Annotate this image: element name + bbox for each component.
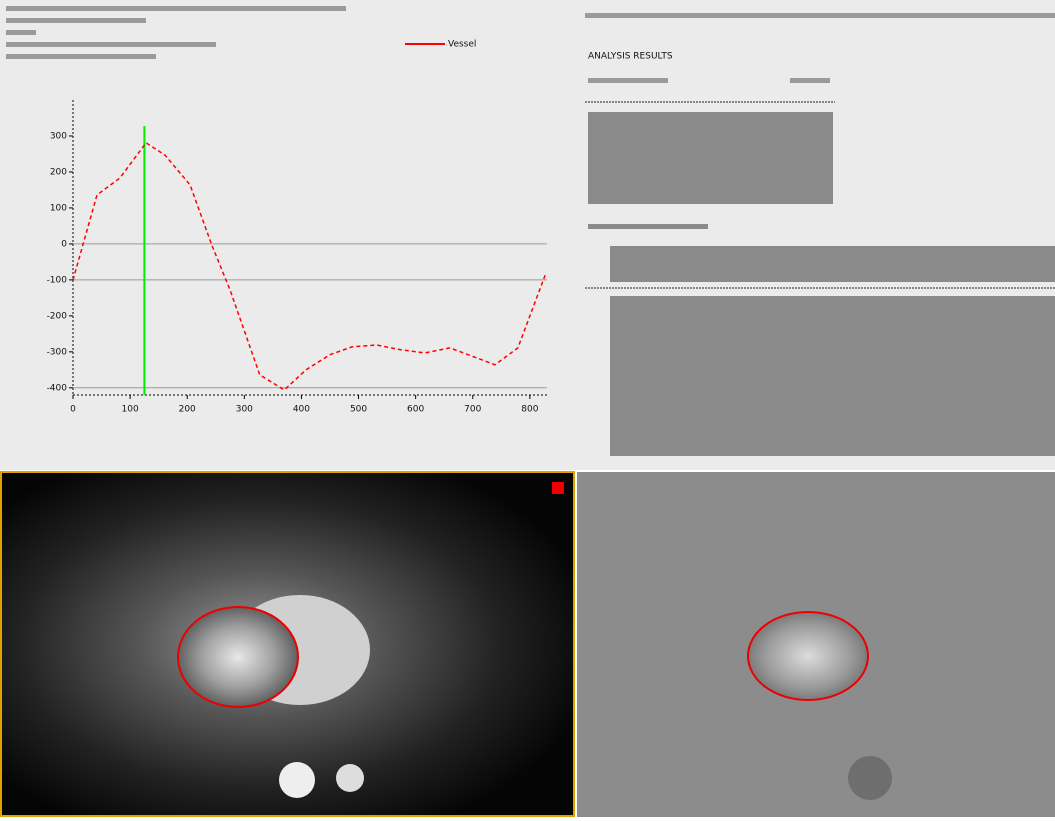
y-tick-label: 300 (50, 131, 67, 141)
x-tick-label: 0 (70, 405, 76, 415)
results-title: ANALYSIS RESULTS (588, 52, 673, 62)
x-tick-label: 100 (122, 405, 139, 415)
y-tick-label: -100 (47, 275, 68, 285)
active-indicator (552, 482, 564, 494)
anatomy (848, 756, 892, 800)
x-tick-label: 600 (407, 405, 424, 415)
screen: ANALYSIS RESULTS 300 200 100 0 -100 -200 -300 -… (0, 0, 1055, 817)
y-tick-label: -400 (47, 383, 68, 393)
legend-label: Vessel (448, 40, 476, 50)
x-tick-label: 300 (236, 405, 253, 415)
y-tick-label: 200 (50, 167, 67, 177)
x-tick-label: 400 (293, 405, 310, 415)
page: ANALYSIS RESULTS 300 200 100 0 -100 -200 -300 -… (0, 0, 1055, 821)
x-tick-label: 700 (464, 405, 481, 415)
anatomy (279, 762, 315, 798)
y-tick-label: 100 (50, 203, 67, 213)
x-tick-label: 500 (350, 405, 367, 415)
anatomy (336, 764, 364, 792)
y-tick-label: -200 (47, 311, 68, 321)
x-tick-label: 200 (179, 405, 196, 415)
y-tick-label: 0 (61, 239, 67, 249)
y-tick-label: -300 (47, 347, 68, 357)
x-tick-label: 800 (521, 405, 538, 415)
